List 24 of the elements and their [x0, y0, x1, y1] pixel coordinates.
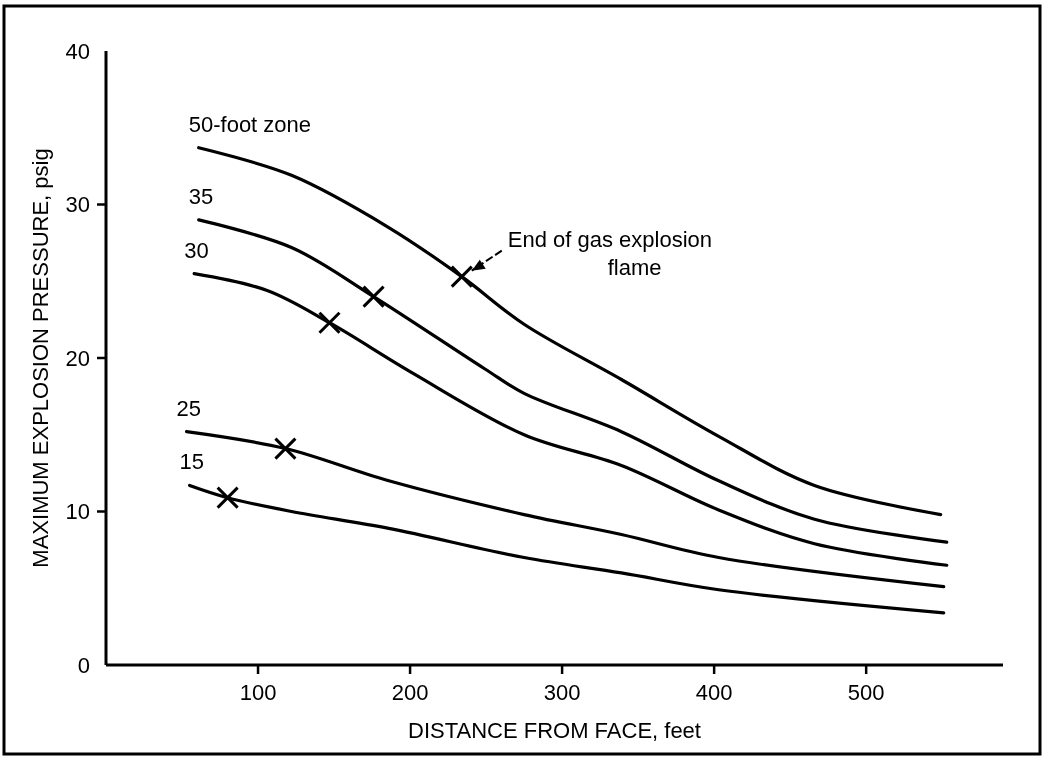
- series-label: 25: [176, 395, 202, 421]
- y-tick-label: 40: [65, 38, 90, 64]
- y-tick-label: 0: [77, 652, 90, 678]
- point: [362, 285, 386, 309]
- series-label: 15: [179, 449, 205, 475]
- y-tick-label: 10: [65, 499, 90, 525]
- point: [450, 265, 474, 289]
- x-tick-label: 100: [239, 680, 277, 705]
- series-label: 35: [188, 183, 214, 209]
- series-label: 50-foot zone: [188, 111, 312, 137]
- x-tick-label: 300: [543, 680, 581, 705]
- y-tick-label: 20: [65, 345, 90, 371]
- point: [273, 437, 297, 461]
- x-tick-label: 500: [847, 680, 885, 705]
- x-tick-label: 400: [695, 680, 733, 705]
- series-label: 30: [184, 237, 209, 263]
- point: [216, 486, 240, 510]
- y-axis-title: MAXIMUM EXPLOSION PRESSURE, psig: [28, 148, 53, 568]
- line-series: [188, 483, 946, 615]
- annotation: End of gas explosion flame: [507, 226, 713, 280]
- y-tick-label: 30: [65, 192, 90, 218]
- point: [317, 311, 341, 335]
- x-axis-title: DISTANCE FROM FACE, feet: [408, 718, 701, 743]
- x-tick-label: 200: [391, 680, 429, 705]
